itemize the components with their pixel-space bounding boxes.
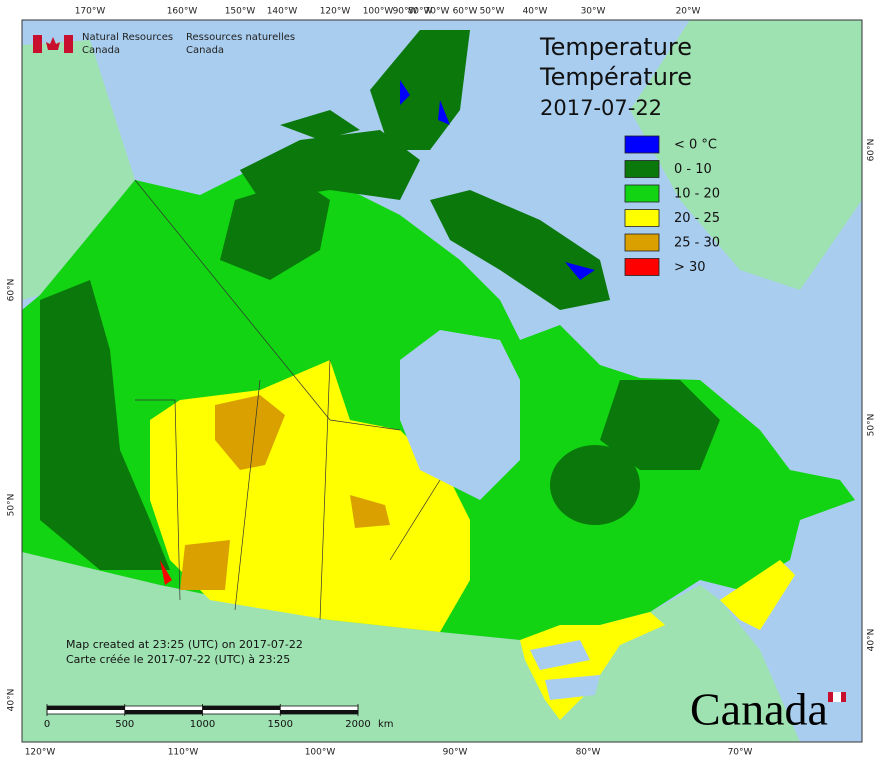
graticule-label: 100°W: [363, 7, 394, 17]
graticule-label: 110°W: [168, 748, 199, 758]
title-line: Temperature: [539, 33, 692, 61]
legend-swatch: [624, 258, 660, 276]
graticule-label: 70°W: [728, 748, 753, 758]
flag-bar: [64, 35, 73, 53]
scale-label: 1500: [268, 719, 293, 730]
legend-swatch: [624, 135, 660, 154]
scale-segment: [280, 710, 358, 714]
graticule-label: 100°W: [305, 748, 336, 758]
scale-segment: [47, 706, 125, 710]
graticule-label: 120°W: [25, 748, 56, 758]
graticule-label: 60°W: [453, 7, 478, 17]
logo-text: Natural Resources: [82, 32, 173, 43]
scale-unit: km: [378, 719, 394, 730]
legend-swatch: [624, 233, 660, 252]
graticule-label: 80°W: [576, 748, 601, 758]
frame: [21, 19, 863, 743]
logo: [33, 35, 73, 53]
graticule-label: 50°N: [7, 494, 17, 517]
scale-segment: [202, 706, 281, 710]
scale-label: 0: [44, 719, 50, 730]
graticule-label: 20°W: [676, 7, 701, 17]
wordmark: Canada: [690, 684, 828, 735]
graticule-label: 40°N: [867, 629, 877, 652]
graticule-label: 50°W: [480, 7, 505, 17]
graticule-label: 90°W: [443, 748, 468, 758]
legend-swatch: [624, 160, 660, 178]
scale-label: 500: [115, 719, 134, 730]
labrador: [600, 380, 720, 470]
quebec-patch: [550, 445, 640, 525]
bc-coast: [40, 280, 170, 570]
arctic-islands: [280, 30, 470, 150]
legend-label: 10 - 20: [674, 187, 720, 202]
logo-text: Ressources naturelles: [186, 32, 295, 43]
graticule-label: 120°W: [320, 7, 351, 17]
legend-swatch: [624, 209, 660, 227]
hudson-bay: [400, 330, 520, 500]
legend-label: 0 - 10: [674, 162, 712, 177]
graticule-label: 60°N: [867, 139, 877, 162]
graticule-label: 40°N: [7, 689, 17, 712]
title-line: 2017-07-22: [540, 96, 662, 120]
wordmark-flag-center: [833, 692, 841, 702]
graticule-label: 90°W: [393, 7, 418, 17]
texts: Natural Resources Canada Ressources nature…: [7, 7, 877, 758]
map: [22, 20, 862, 742]
legend-label: < 0 °C: [674, 138, 717, 153]
scale-label: 2000: [345, 719, 370, 730]
graticule-label: 140°W: [267, 7, 298, 17]
kitikmeot: [220, 180, 330, 280]
graticule-label: 70°W: [425, 7, 450, 17]
legend-label: > 30: [674, 260, 706, 275]
map-note: Map created at 23:25 (UTC) on 2017-07-22: [66, 638, 303, 651]
boundaries: [134, 179, 441, 621]
graticule-label: 150°W: [225, 7, 256, 17]
flag-bar: [33, 35, 42, 53]
maple-leaf: [46, 37, 60, 50]
graticule-label: 40°W: [523, 7, 548, 17]
arctic-island: [240, 130, 420, 200]
hot-spot: [160, 560, 172, 585]
alaska: [22, 40, 135, 300]
scale-label: 1000: [190, 719, 215, 730]
legend-swatch: [624, 184, 660, 203]
greenland: [630, 20, 862, 290]
great-lakes: [530, 640, 600, 700]
legend-label: 25 - 30: [674, 236, 720, 251]
title-line: Température: [539, 63, 692, 91]
warm-patches: [180, 395, 390, 590]
logo-text: Canada: [82, 45, 120, 56]
map-note: Carte créée le 2017-07-22 (UTC) à 23:25: [66, 653, 290, 666]
graticule-label: 50°N: [867, 414, 877, 437]
graticule-label: 80°W: [408, 7, 433, 17]
legend-label: 20 - 25: [674, 211, 720, 226]
maritimes: [720, 560, 795, 630]
graticule-label: 30°W: [581, 7, 606, 17]
baffin: [430, 190, 610, 310]
graticule-label: 60°N: [7, 279, 17, 302]
graticule-label: 170°W: [75, 7, 106, 17]
graticule-label: 160°W: [167, 7, 198, 17]
scale-segment: [124, 710, 203, 714]
logo-text: Canada: [186, 45, 224, 56]
